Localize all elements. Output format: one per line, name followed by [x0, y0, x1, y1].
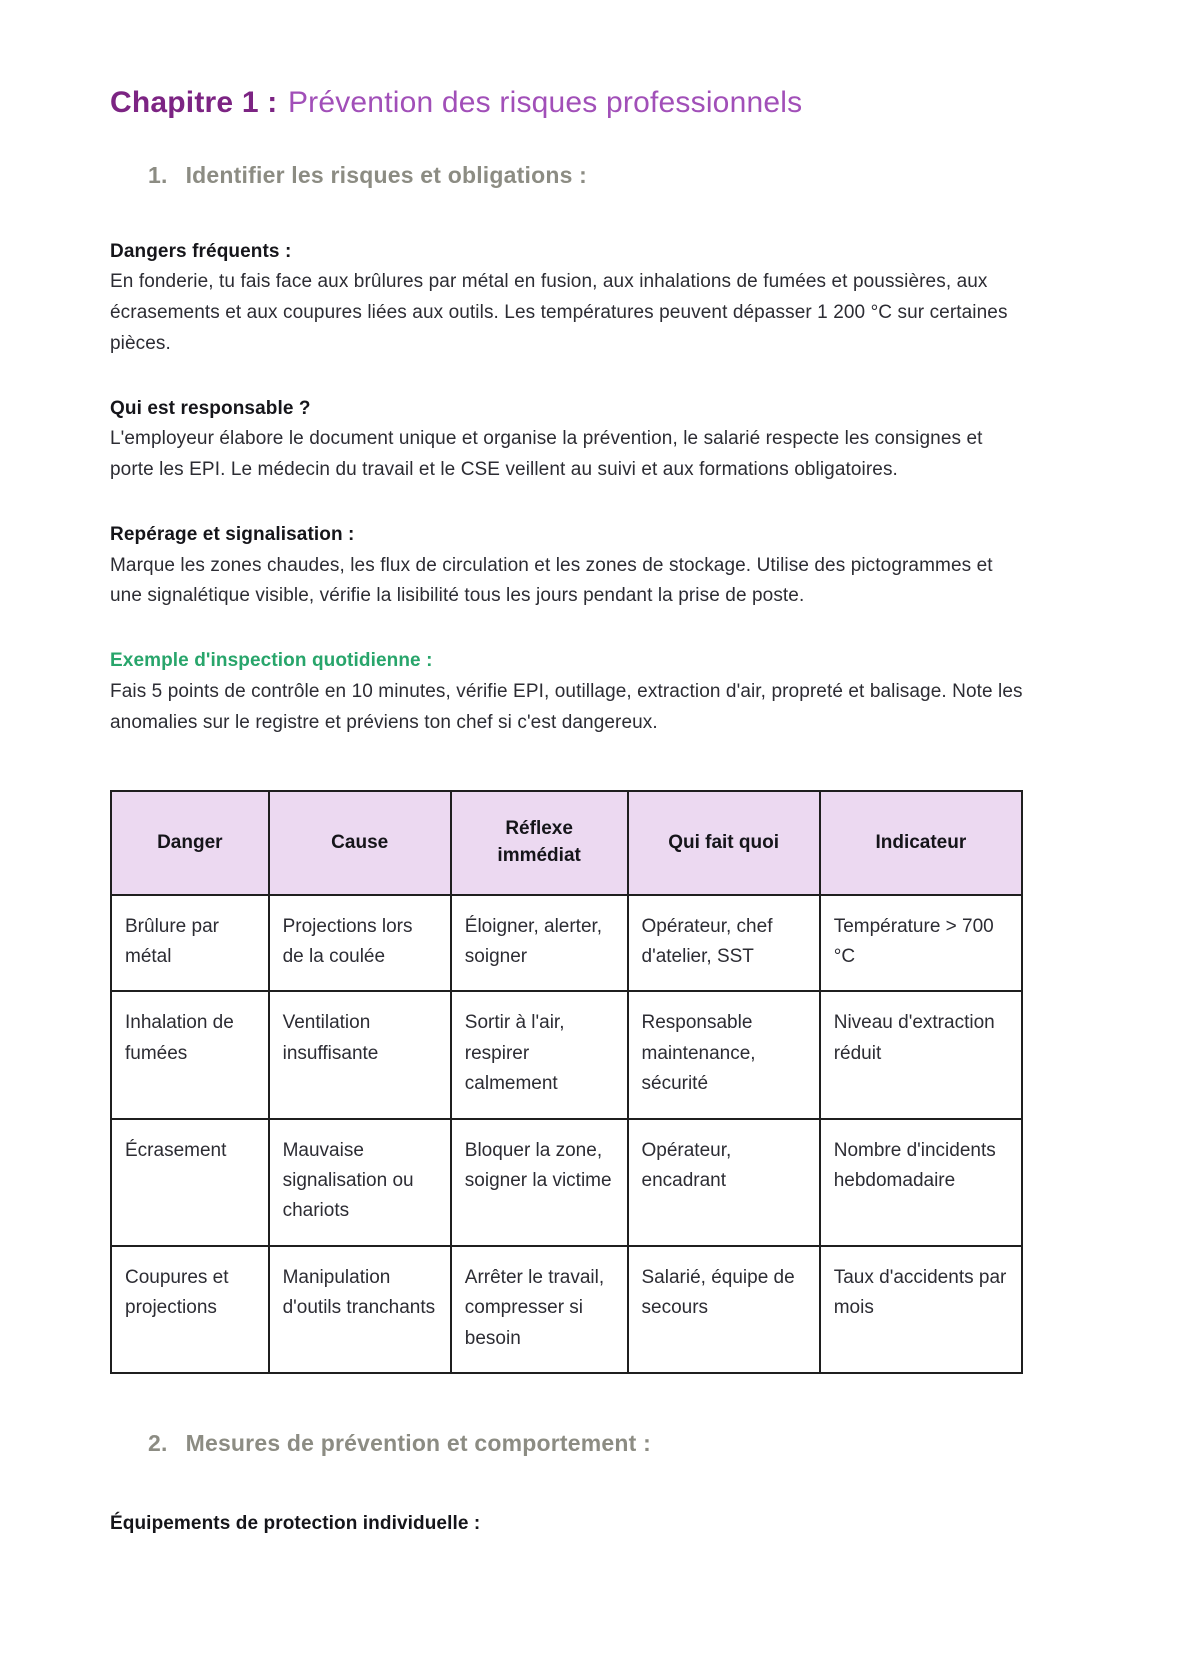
table-cell: Taux d'accidents par mois: [818, 1244, 1024, 1374]
chapter-title-prefix: Chapitre 1 :: [110, 86, 278, 119]
sub-heading-epi: Équipements de protection individuelle :: [110, 1512, 481, 1534]
section-2-heading: 2. Mesures de prévention et comportement …: [110, 1430, 1090, 1457]
table-cell: Inhalation de fumées: [110, 990, 270, 1120]
block-qui-est-responsable: Qui est responsable ? L'employeur élabor…: [110, 394, 1090, 486]
table-cell: Opérateur, encadrant: [626, 1117, 821, 1247]
table-cell: Éloigner, alerter, soigner: [449, 893, 629, 993]
table-cell: Ventilation insuffisante: [267, 990, 452, 1120]
block-body: Marque les zones chaudes, les flux de ci…: [110, 554, 993, 607]
chapter-title: Chapitre 1 : Prévention des risques profe…: [110, 84, 1090, 122]
table-header-row: Danger Cause Réflexe immédiat Qui fait q…: [110, 790, 1024, 896]
block-dangers-frequents: Dangers fréquents : En fonderie, tu fais…: [110, 237, 1090, 360]
table-cell: Écrasement: [110, 1117, 270, 1247]
block-heading: Repérage et signalisation :: [110, 523, 355, 545]
table-cell: Sortir à l'air, respirer calmement: [449, 990, 629, 1120]
section-2-number: 2.: [148, 1429, 168, 1456]
table-cell: Arrêter le travail, compresser si besoin: [449, 1244, 629, 1374]
table-row: Inhalation de fumées Ventilation insuffi…: [110, 990, 1024, 1120]
table-cell: Bloquer la zone, soigner la victime: [449, 1117, 629, 1247]
block-body: Fais 5 points de contrôle en 10 minutes,…: [110, 680, 1023, 733]
table-cell: Responsable maintenance, sécurité: [626, 990, 821, 1120]
block-exemple-inspection: Exemple d'inspection quotidienne : Fais …: [110, 646, 1090, 738]
table-cell: Niveau d'extraction réduit: [818, 990, 1024, 1120]
block-reperage-signalisation: Repérage et signalisation : Marque les z…: [110, 520, 1090, 612]
table-cell: Température > 700 °C: [818, 893, 1024, 993]
table-header-danger: Danger: [110, 790, 270, 896]
section-1-label: Identifier les risques et obligations :: [185, 161, 588, 188]
table-cell: Coupures et projections: [110, 1244, 270, 1374]
table-cell: Salarié, équipe de secours: [626, 1244, 821, 1374]
block-heading: Dangers fréquents :: [110, 240, 292, 262]
block-body: L'employeur élabore le document unique e…: [110, 428, 983, 481]
risk-table: Danger Cause Réflexe immédiat Qui fait q…: [110, 790, 1024, 1374]
table-cell: Nombre d'incidents hebdomadaire: [818, 1117, 1024, 1247]
table-cell: Mauvaise signalisation ou chariots: [267, 1117, 452, 1247]
table-row: Écrasement Mauvaise signalisation ou cha…: [110, 1117, 1024, 1247]
table-header-indicateur: Indicateur: [818, 790, 1024, 896]
table-cell: Brûlure par métal: [110, 893, 270, 993]
section-2-label: Mesures de prévention et comportement :: [185, 1429, 651, 1456]
section-1-number: 1.: [148, 161, 168, 188]
chapter-title-text: Prévention des risques professionnels: [287, 86, 803, 119]
table-cell: Manipulation d'outils tranchants: [267, 1244, 452, 1374]
table-row: Brûlure par métal Projections lors de la…: [110, 893, 1024, 993]
table-header-reflexe: Réflexe immédiat: [449, 790, 629, 896]
table-header-qui-fait-quoi: Qui fait quoi: [626, 790, 821, 896]
section-1-heading: 1. Identifier les risques et obligations …: [110, 162, 1090, 189]
table-header-cause: Cause: [267, 790, 452, 896]
table-cell: Projections lors de la coulée: [267, 893, 452, 993]
table-row: Coupures et projections Manipulation d'o…: [110, 1244, 1024, 1374]
block-body: En fonderie, tu fais face aux brûlures p…: [110, 271, 1008, 354]
block-heading: Qui est responsable ?: [110, 397, 311, 419]
table-cell: Opérateur, chef d'atelier, SST: [626, 893, 821, 993]
block-heading-accent: Exemple d'inspection quotidienne :: [110, 650, 433, 672]
